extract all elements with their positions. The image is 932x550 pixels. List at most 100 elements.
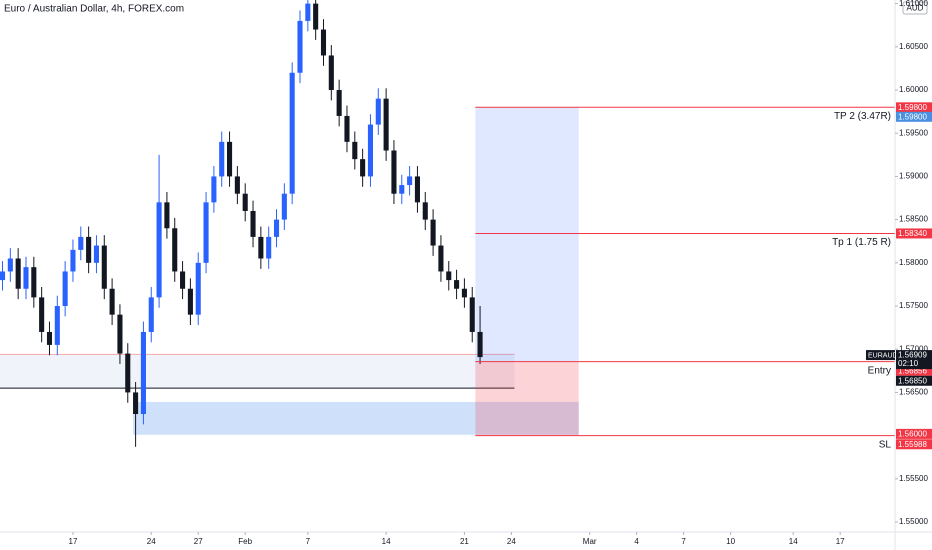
y-tick-label: 1.58000 <box>899 258 928 267</box>
candle-body <box>360 159 366 177</box>
x-tick-label: 14 <box>789 537 798 546</box>
loss-zone <box>475 361 579 436</box>
x-tick-label: 27 <box>194 537 203 546</box>
candle-body <box>430 219 436 246</box>
x-tick-label: 7 <box>681 537 686 546</box>
candle-body <box>46 331 53 345</box>
price-tag-label: 1.56856 <box>898 366 927 375</box>
price-tag-label: 1.59800 <box>898 103 927 112</box>
candle-body <box>70 249 76 272</box>
candle-body <box>328 55 334 91</box>
candle-body <box>313 3 319 30</box>
candle-body <box>172 228 178 272</box>
y-tick-label: 1.57000 <box>899 344 928 353</box>
price-tag <box>896 428 932 439</box>
candle-body <box>446 271 452 281</box>
candle-body <box>438 245 444 272</box>
x-tick-label: Mar <box>583 537 597 546</box>
x-tick-label: 4 <box>634 537 639 546</box>
x-tick-label: 7 <box>306 537 311 546</box>
candle-body <box>62 271 68 307</box>
candle-body <box>469 297 475 332</box>
candle-body <box>164 202 170 229</box>
candle-body <box>7 258 13 272</box>
currency: AUD <box>907 4 924 13</box>
level-label: TP 2 (3.47R) <box>834 111 891 122</box>
price-tag <box>896 365 932 376</box>
x-tick-label: 17 <box>836 537 845 546</box>
candle-body <box>219 141 225 177</box>
countdown: 02:10 <box>898 359 919 368</box>
x-tick-label: 24 <box>507 537 516 546</box>
candle-body <box>125 353 131 393</box>
price-tag <box>896 439 932 450</box>
candle-body <box>140 331 146 415</box>
price-tag-label: 1.56850 <box>898 376 927 385</box>
candle-body <box>101 245 107 289</box>
candle-body <box>407 176 413 186</box>
level-label: SL <box>879 439 892 450</box>
candle-body <box>422 202 428 220</box>
candle-body <box>86 236 92 263</box>
x-tick-label: 17 <box>69 537 78 546</box>
y-tick-label: 1.55500 <box>899 474 928 483</box>
candle-body <box>39 297 45 332</box>
candle-body <box>31 267 37 298</box>
candle-body <box>234 176 240 194</box>
price-tag-label: 1.59800 <box>898 112 927 121</box>
candle-body <box>352 141 358 160</box>
candle-body <box>23 267 29 289</box>
price-tag <box>896 111 932 122</box>
candle-body <box>187 288 193 315</box>
candle-body <box>250 210 256 237</box>
candle-body <box>305 3 311 21</box>
y-tick-label: 1.60000 <box>899 85 928 94</box>
candle-body <box>195 262 201 315</box>
candle-body <box>454 280 460 289</box>
candle-body <box>180 271 186 289</box>
candle-body <box>375 98 381 125</box>
candle-body <box>273 219 280 237</box>
candle-body <box>383 98 389 151</box>
zone <box>133 401 579 435</box>
x-tick-label: Feb <box>238 537 252 546</box>
candle-body <box>391 150 397 194</box>
y-tick-label: 1.60500 <box>899 42 928 51</box>
candle-body <box>266 236 272 259</box>
price-tag <box>896 375 932 386</box>
candle-body <box>78 236 84 250</box>
candle-body <box>0 271 6 281</box>
price-tag-label: 1.56000 <box>898 429 927 438</box>
y-tick-label: 1.56500 <box>899 388 928 397</box>
candle-body <box>414 176 420 203</box>
x-tick-label: 14 <box>382 537 391 546</box>
price-tag-label: 1.58340 <box>898 229 927 238</box>
plot-area <box>0 0 895 447</box>
price-tag-label: 1.55988 <box>898 440 927 449</box>
y-tick-label: 1.57500 <box>899 301 928 310</box>
price-tag <box>896 102 932 113</box>
candle-body <box>148 297 154 332</box>
x-tick-label: 24 <box>147 537 156 546</box>
x-tick-label: 21 <box>460 537 469 546</box>
y-tick-label: 1.55000 <box>899 517 928 526</box>
candle-body <box>336 90 342 116</box>
level-label: Tp 1 (1.75 R) <box>832 237 891 248</box>
price-tag <box>896 228 932 239</box>
y-tick-label: 1.61000 <box>899 0 928 8</box>
symbol-tag <box>866 350 895 361</box>
candle-body <box>344 115 350 142</box>
candle-body <box>15 258 21 289</box>
y-tick-label: 1.59000 <box>899 172 928 181</box>
candle-body <box>367 124 374 177</box>
y-tick-label: 1.58500 <box>899 215 928 224</box>
zone <box>0 354 515 389</box>
symbol-tag-label: EURAUD <box>868 352 898 359</box>
candle-body <box>242 193 248 211</box>
chart-title: Euro / Australian Dollar, 4h, FOREX.com <box>4 4 184 15</box>
candle-body <box>297 20 303 73</box>
currency-box[interactable] <box>902 1 928 15</box>
candle-body <box>289 72 295 194</box>
candle-body <box>54 306 60 345</box>
